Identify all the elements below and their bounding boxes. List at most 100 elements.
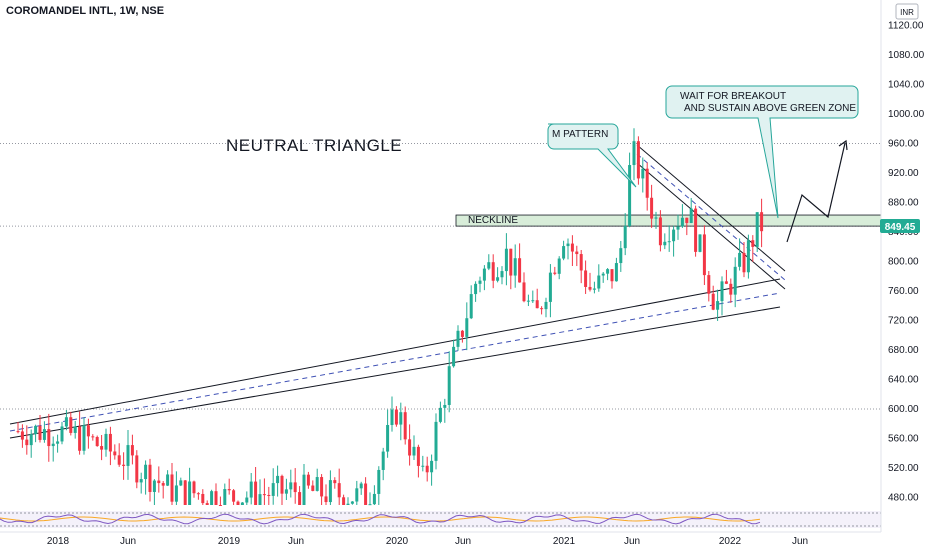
candle (324, 484, 328, 505)
candle (601, 271, 605, 283)
y-tick-label: 480.00 (888, 493, 919, 504)
x-tick-label: 2022 (719, 536, 742, 547)
candle (192, 480, 196, 498)
candle (707, 270, 711, 302)
candle (711, 285, 715, 311)
candle (174, 471, 178, 505)
candle (91, 434, 95, 441)
candle (381, 447, 385, 481)
candle (416, 444, 420, 478)
candle (126, 430, 130, 480)
candle (500, 266, 504, 285)
candle (645, 162, 649, 211)
candle (566, 238, 570, 260)
candle (148, 458, 152, 502)
candle (183, 480, 187, 505)
chart-title: COROMANDEL INTL, 1W, NSE (6, 5, 164, 17)
candle (755, 212, 759, 253)
candle (161, 481, 165, 499)
y-tick-label: 920.00 (888, 168, 919, 179)
candle (548, 264, 552, 318)
candle (60, 421, 64, 445)
candle (447, 351, 451, 413)
y-tick-label: 880.00 (888, 198, 919, 209)
candle (698, 234, 702, 253)
projection-arrowhead (838, 139, 848, 151)
trendlines (9, 144, 786, 439)
candle (513, 244, 517, 288)
candle (258, 479, 262, 505)
candle (742, 241, 746, 278)
rsi-pane (0, 511, 881, 528)
y-tick-label: 1120.00 (888, 21, 924, 32)
candle (597, 264, 601, 292)
candle (482, 265, 486, 291)
candle (144, 460, 148, 495)
candle (47, 413, 51, 462)
candle (522, 272, 526, 303)
candle (465, 302, 469, 351)
candle (469, 285, 473, 320)
candle (25, 425, 29, 455)
last-price-value: 849.45 (885, 222, 916, 233)
candle (82, 417, 86, 455)
candle (685, 217, 689, 236)
candle (130, 434, 134, 465)
y-tick-label: 760.00 (888, 286, 919, 297)
candle (210, 489, 214, 505)
candle (34, 424, 38, 443)
neckline-zone-rect (455, 214, 882, 227)
breakout-line-2: AND SUSTAIN ABOVE GREEN ZONE (684, 103, 856, 114)
candle (139, 472, 143, 494)
y-axis: 1120.00 1080.00 1040.00 1000.00 960.00 920.00… (880, 0, 925, 532)
candle (526, 294, 530, 307)
candle (311, 480, 315, 492)
candle (64, 409, 68, 431)
x-tick-label: Jun (624, 536, 640, 547)
candle (403, 406, 407, 445)
candle (430, 454, 434, 486)
candle (504, 233, 508, 286)
candle (271, 468, 275, 505)
x-tick-label: Jun (288, 536, 304, 547)
x-tick-label: 2019 (218, 536, 241, 547)
candle (170, 462, 174, 505)
candle (16, 422, 20, 434)
m-pattern-callout: M PATTERN (547, 123, 637, 188)
candle (733, 257, 737, 308)
candle (474, 281, 478, 302)
candle (254, 466, 258, 505)
candle (108, 426, 112, 466)
candle (320, 474, 324, 505)
currency-badge[interactable] (895, 3, 919, 20)
candle (518, 243, 522, 283)
candle (69, 411, 73, 436)
candle (623, 213, 627, 256)
candle (702, 225, 706, 286)
candle (223, 483, 227, 505)
candle (135, 450, 139, 489)
candle (421, 455, 425, 472)
candle (302, 463, 306, 505)
candle (636, 136, 640, 185)
x-tick-label: Jun (455, 536, 471, 547)
candle (377, 466, 381, 505)
candle (104, 428, 108, 457)
candle (113, 444, 117, 460)
candle (738, 238, 742, 271)
candle (716, 289, 720, 321)
neckline-label: NECKLINE (468, 215, 518, 226)
y-tick-label: 600.00 (888, 404, 919, 415)
x-tick-label: 2018 (47, 536, 70, 547)
y-tick-label: 1040.00 (888, 80, 925, 91)
candle (359, 481, 363, 495)
candle (122, 452, 126, 480)
candle (650, 184, 654, 228)
candle (315, 468, 319, 492)
candle (38, 414, 42, 443)
y-tick-label: 720.00 (888, 316, 919, 327)
rsi-line (0, 513, 761, 525)
currency-label: INR (900, 8, 914, 17)
candle (570, 235, 574, 266)
